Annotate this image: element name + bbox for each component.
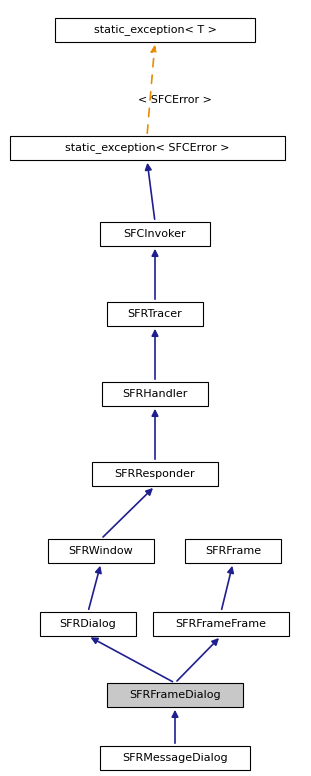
Text: SFRFrame: SFRFrame: [205, 546, 261, 556]
Bar: [10, 136, 285, 160]
Bar: [185, 539, 281, 563]
Text: SFRMessageDialog: SFRMessageDialog: [122, 753, 228, 763]
Bar: [153, 612, 289, 636]
Bar: [48, 539, 154, 563]
Text: SFRHandler: SFRHandler: [122, 389, 188, 399]
Bar: [107, 683, 243, 707]
Text: SFCInvoker: SFCInvoker: [124, 229, 186, 239]
Bar: [100, 746, 250, 770]
Bar: [55, 18, 255, 42]
Text: static_exception< T >: static_exception< T >: [94, 25, 216, 36]
Text: static_exception< SFCError >: static_exception< SFCError >: [65, 143, 229, 154]
Bar: [92, 462, 218, 486]
Bar: [102, 382, 208, 406]
Text: SFRFrameFrame: SFRFrameFrame: [175, 619, 267, 629]
Text: SFRResponder: SFRResponder: [115, 469, 195, 479]
Bar: [100, 222, 210, 246]
Text: SFRDialog: SFRDialog: [60, 619, 116, 629]
Text: SFRWindow: SFRWindow: [69, 546, 133, 556]
Bar: [40, 612, 136, 636]
Text: SFRFrameDialog: SFRFrameDialog: [129, 690, 221, 700]
Text: SFRTracer: SFRTracer: [128, 309, 182, 319]
Bar: [107, 302, 203, 326]
Text: < SFCError >: < SFCError >: [138, 95, 212, 105]
